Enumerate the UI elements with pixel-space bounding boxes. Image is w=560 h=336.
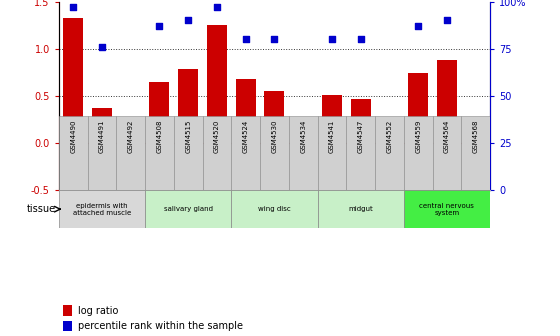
Bar: [408, 73, 428, 143]
Bar: [375, 116, 404, 190]
Text: GSM4568: GSM4568: [473, 120, 479, 153]
Point: [184, 18, 193, 23]
Text: wing disc: wing disc: [258, 206, 291, 212]
Point: [270, 37, 279, 42]
Bar: [63, 321, 72, 331]
Bar: [203, 116, 231, 190]
Text: salivary gland: salivary gland: [164, 206, 213, 212]
Bar: [63, 18, 83, 143]
Text: GDS444 / 14620: GDS444 / 14620: [67, 0, 181, 1]
Bar: [404, 116, 432, 190]
Text: GSM4541: GSM4541: [329, 120, 335, 153]
Text: central nervous
system: central nervous system: [419, 203, 474, 216]
Bar: [63, 305, 72, 316]
Bar: [231, 190, 318, 228]
Text: percentile rank within the sample: percentile rank within the sample: [78, 321, 243, 331]
Bar: [207, 25, 227, 143]
Bar: [145, 190, 231, 228]
Point: [212, 5, 221, 10]
Bar: [92, 108, 112, 143]
Bar: [59, 190, 145, 228]
Text: GSM4534: GSM4534: [300, 120, 306, 153]
Text: GSM4552: GSM4552: [386, 120, 393, 153]
Bar: [293, 143, 313, 182]
Bar: [264, 91, 284, 143]
Bar: [351, 98, 371, 143]
Text: epidermis with
attached muscle: epidermis with attached muscle: [73, 203, 131, 216]
Text: GSM4491: GSM4491: [99, 120, 105, 153]
Text: GSM4530: GSM4530: [272, 120, 277, 153]
Bar: [174, 116, 203, 190]
Point: [328, 37, 337, 42]
Point: [298, 159, 307, 164]
Text: GSM4520: GSM4520: [214, 120, 220, 153]
Point: [241, 37, 250, 42]
Point: [414, 24, 423, 29]
Bar: [145, 116, 174, 190]
Text: GSM4524: GSM4524: [242, 120, 249, 153]
Text: GSM4508: GSM4508: [156, 120, 162, 153]
Text: GSM4515: GSM4515: [185, 120, 191, 153]
Point: [442, 18, 451, 23]
Bar: [346, 116, 375, 190]
Bar: [404, 190, 490, 228]
Bar: [150, 82, 170, 143]
Bar: [289, 116, 318, 190]
Text: GSM4490: GSM4490: [70, 120, 76, 153]
Bar: [260, 116, 289, 190]
Bar: [432, 116, 461, 190]
Bar: [116, 116, 145, 190]
Text: GSM4559: GSM4559: [415, 120, 421, 153]
Bar: [59, 116, 87, 190]
Bar: [322, 95, 342, 143]
Text: log ratio: log ratio: [78, 305, 119, 316]
Text: tissue: tissue: [27, 204, 56, 214]
Point: [69, 5, 78, 10]
Text: GSM4547: GSM4547: [358, 120, 363, 153]
Bar: [236, 79, 256, 143]
Text: GSM4564: GSM4564: [444, 120, 450, 153]
Text: midgut: midgut: [348, 206, 373, 212]
Bar: [437, 60, 457, 143]
Text: GSM4492: GSM4492: [128, 120, 134, 153]
Bar: [178, 70, 198, 143]
Point: [155, 24, 164, 29]
Point: [356, 37, 365, 42]
Bar: [318, 116, 346, 190]
Point: [97, 44, 106, 49]
Bar: [87, 116, 116, 190]
Bar: [231, 116, 260, 190]
Bar: [318, 190, 404, 228]
Bar: [461, 116, 490, 190]
